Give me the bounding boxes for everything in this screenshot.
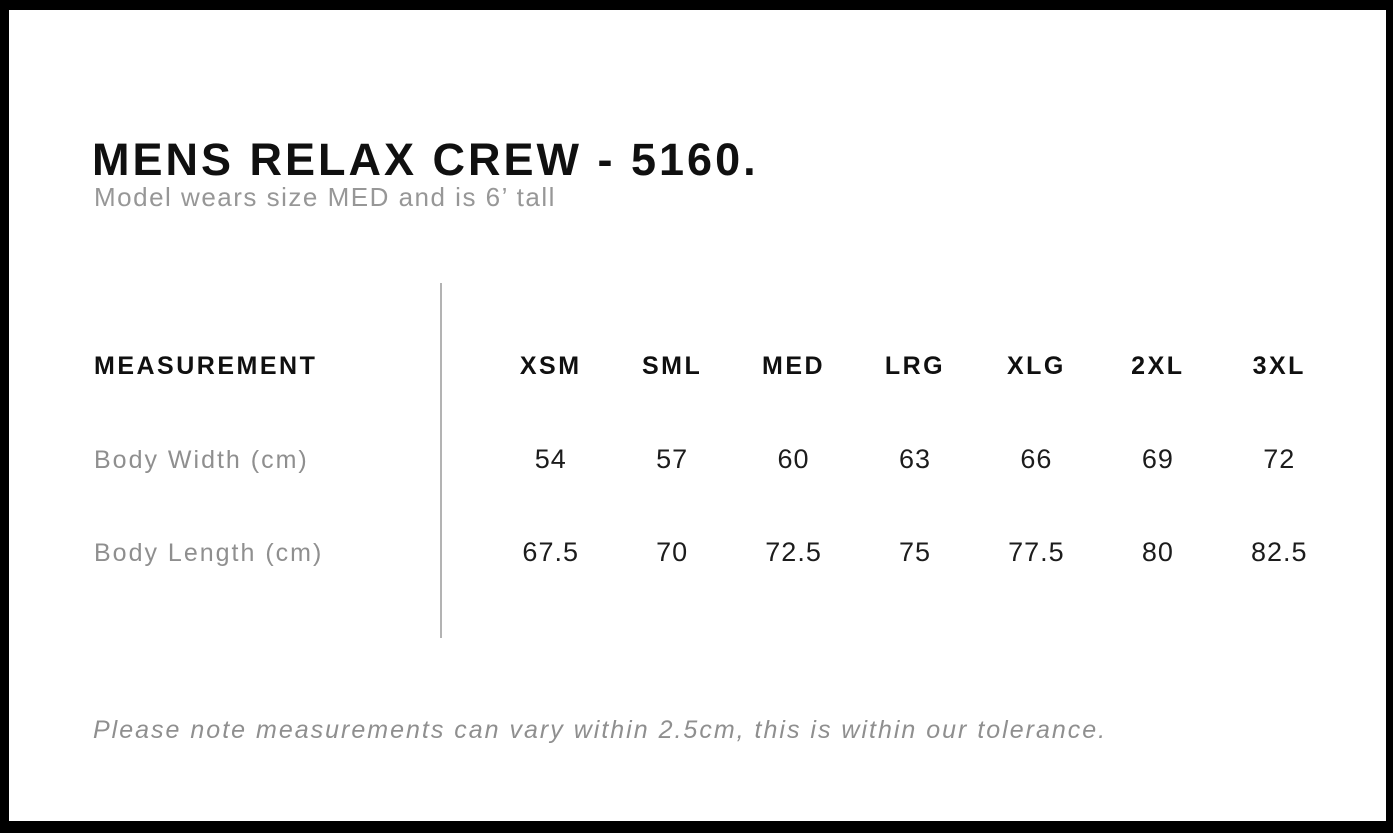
tolerance-note: Please note measurements can vary within…	[93, 716, 1108, 744]
size-header-row: XSM SML MED LRG XLG 2XL 3XL	[490, 352, 1340, 381]
table-row-body-width: 54 57 60 63 66 69 72	[490, 444, 1340, 475]
size-header-xlg: XLG	[1006, 352, 1066, 380]
size-header-med: MED	[762, 352, 826, 380]
body-length-value-xsm: 67.5	[522, 537, 579, 567]
body-width-value-sml: 57	[656, 444, 689, 474]
body-length-value-2xl: 80	[1141, 537, 1174, 567]
size-header-xsm: XSM	[519, 352, 582, 380]
size-header-3xl: 3XL	[1252, 352, 1306, 380]
size-header-sml: SML	[641, 352, 703, 380]
table-vertical-divider	[440, 283, 442, 638]
body-length-value-lrg: 75	[898, 537, 932, 567]
row-label-body-width: Body Width (cm)	[94, 446, 309, 474]
page-title: MENS RELAX CREW - 5160.	[92, 134, 759, 186]
body-length-value-3xl: 82.5	[1251, 537, 1308, 567]
body-width-value-3xl: 72	[1263, 444, 1296, 474]
row-label-body-length: Body Length (cm)	[94, 539, 324, 567]
body-width-value-xlg: 66	[1020, 444, 1053, 474]
body-width-value-2xl: 69	[1141, 444, 1174, 474]
body-length-value-xlg: 77.5	[1008, 537, 1065, 567]
model-info-subtitle: Model wears size MED and is 6’ tall	[94, 182, 556, 212]
body-width-value-xsm: 54	[534, 444, 567, 474]
body-length-value-sml: 70	[656, 537, 689, 567]
body-length-value-med: 72.5	[765, 537, 822, 567]
measurement-column-header: MEASUREMENT	[94, 352, 318, 380]
body-width-value-med: 60	[777, 444, 810, 474]
body-width-value-lrg: 63	[898, 444, 932, 474]
size-header-2xl: 2XL	[1131, 352, 1185, 380]
table-row-body-length: 67.5 70 72.5 75 77.5 80 82.5	[490, 537, 1340, 568]
size-header-lrg: LRG	[884, 352, 946, 380]
